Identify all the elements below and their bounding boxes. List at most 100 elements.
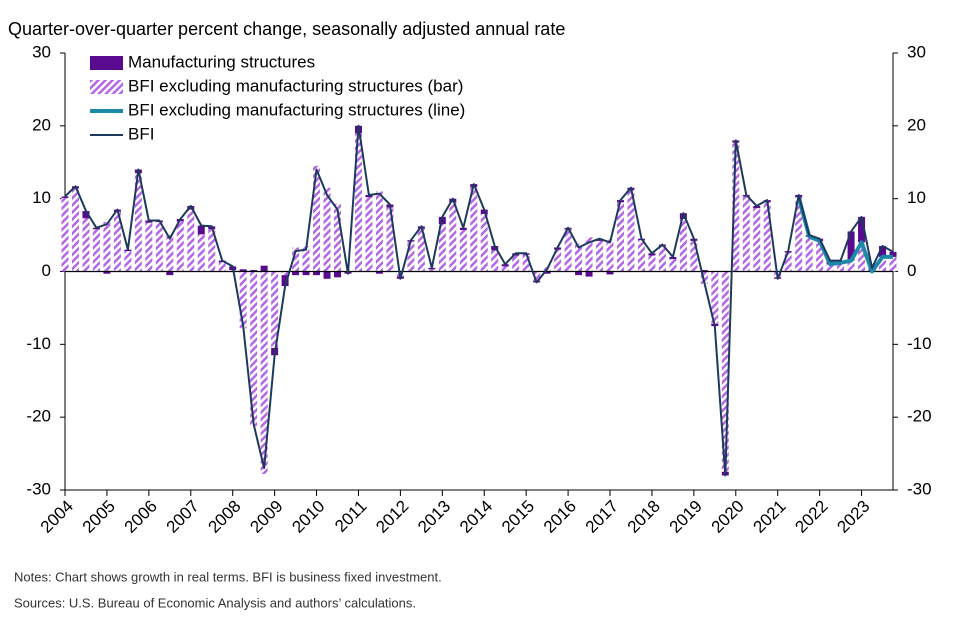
bar	[145, 222, 153, 272]
x-tick-label: 2022	[791, 497, 831, 537]
x-tick-label: 2006	[121, 497, 161, 537]
y-tick-label: 30	[32, 42, 51, 61]
bar	[575, 271, 583, 276]
bar	[627, 189, 635, 272]
bar	[113, 211, 121, 272]
bar	[795, 197, 803, 272]
bar	[732, 142, 740, 272]
bar	[449, 202, 457, 272]
bar	[438, 224, 446, 272]
bar	[616, 202, 624, 272]
bar	[459, 229, 467, 272]
bar	[669, 256, 677, 260]
bar	[533, 271, 541, 281]
y2-tick-label: -30	[907, 479, 932, 498]
bar	[596, 238, 604, 241]
y2-tick-label: 30	[907, 42, 926, 61]
bar	[637, 240, 645, 272]
bar	[648, 255, 656, 272]
bar	[491, 246, 499, 251]
bar	[292, 271, 300, 276]
legend-label: Manufacturing structures	[128, 52, 315, 71]
line	[796, 196, 893, 274]
x-tick-label: 2013	[414, 497, 454, 537]
y-tick-label: 0	[42, 261, 51, 280]
bar	[82, 218, 90, 272]
y2-tick-label: 10	[907, 188, 926, 207]
bar	[459, 227, 467, 230]
bar	[166, 271, 174, 276]
bar	[166, 235, 174, 272]
bar	[700, 271, 708, 284]
bar	[480, 213, 488, 272]
bar	[260, 271, 268, 474]
bar	[669, 259, 677, 272]
bar	[606, 271, 614, 275]
bar	[323, 187, 331, 272]
bar	[155, 221, 163, 272]
bar	[501, 266, 509, 272]
x-tick-label: 2017	[582, 497, 622, 537]
bar	[753, 208, 761, 272]
bar	[501, 264, 509, 267]
bar	[721, 271, 729, 472]
bar	[606, 239, 614, 272]
legend-label: BFI	[128, 124, 154, 143]
bar	[145, 220, 153, 223]
x-tick-label: 2009	[246, 497, 286, 537]
bar	[365, 197, 373, 272]
bar	[82, 211, 90, 219]
x-tick-label: 2015	[498, 497, 538, 537]
bar	[375, 191, 383, 272]
bar	[763, 202, 771, 272]
x-tick-label: 2020	[708, 497, 748, 537]
bar	[250, 270, 258, 272]
bar	[375, 271, 383, 274]
bar	[428, 269, 436, 272]
chart-title: Quarter-over-quarter percent change, sea…	[8, 19, 565, 39]
bar	[470, 187, 478, 272]
bar	[879, 246, 887, 257]
bar	[679, 219, 687, 272]
bar	[208, 229, 216, 272]
bar	[302, 271, 310, 276]
bar	[889, 256, 897, 272]
y2-tick-label: -10	[907, 334, 932, 353]
bar	[564, 229, 572, 272]
y-tick-label: -30	[26, 479, 51, 498]
bar	[554, 249, 562, 272]
legend-label: BFI excluding manufacturing structures (…	[128, 100, 465, 119]
line	[64, 124, 894, 477]
bar	[354, 133, 362, 272]
bar	[271, 271, 279, 348]
y-tick-label: -10	[26, 334, 51, 353]
bar	[61, 196, 69, 198]
bar	[784, 252, 792, 272]
bar	[879, 256, 887, 272]
bar	[386, 207, 394, 272]
y-tick-label: 10	[32, 188, 51, 207]
bar	[134, 173, 142, 272]
bar	[753, 205, 761, 209]
bar	[92, 229, 100, 272]
bar	[197, 225, 205, 235]
sources: Sources: U.S. Bureau of Economic Analysi…	[14, 595, 416, 610]
bar	[512, 255, 520, 272]
bar	[239, 269, 247, 272]
x-tick-label: 2008	[205, 497, 245, 537]
bar	[250, 271, 258, 426]
x-tick-label: 2021	[750, 497, 790, 537]
y2-tick-label: 0	[907, 261, 916, 280]
bar	[71, 188, 79, 272]
bar	[585, 237, 593, 272]
bar	[281, 271, 289, 276]
y-tick-label: 20	[32, 115, 51, 134]
bar	[176, 221, 184, 272]
notes: Notes: Chart shows growth in real terms.…	[14, 569, 442, 584]
bar	[858, 216, 866, 243]
bar	[711, 271, 719, 324]
y2-tick-label: -20	[907, 407, 932, 426]
bar	[700, 270, 708, 272]
bar	[313, 165, 321, 272]
x-tick-label: 2018	[624, 497, 664, 537]
